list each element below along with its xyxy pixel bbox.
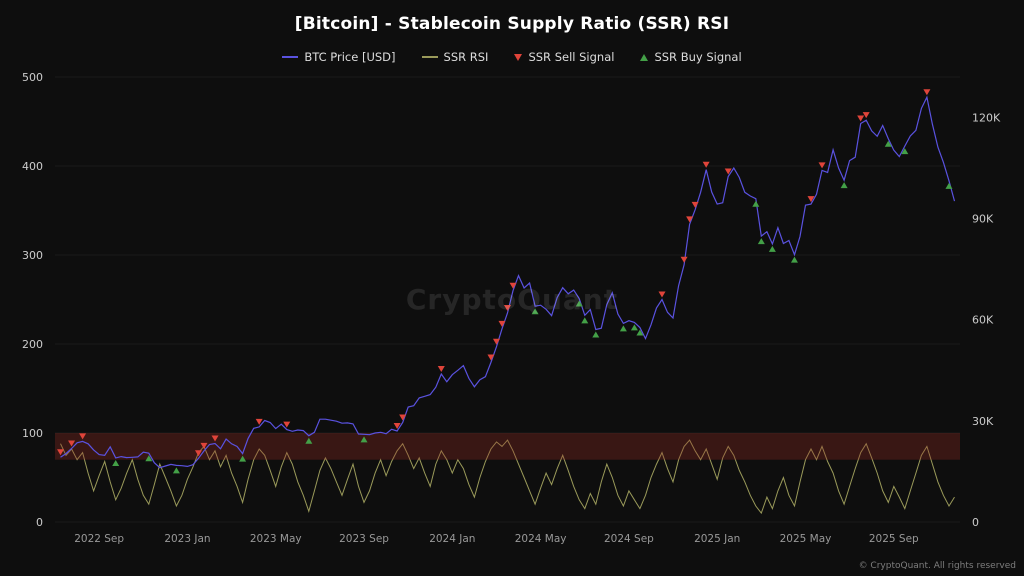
sell-signal-marker [200, 442, 208, 449]
btc-price-line-swatch [282, 56, 299, 58]
legend-item-ssr-rsi[interactable]: SSR RSI [421, 50, 489, 64]
right-axis-tick: 60K [972, 314, 994, 327]
ssr-rsi-line [60, 439, 955, 515]
x-axis-tick: 2024 May [515, 533, 567, 545]
right-axis-tick: 30K [972, 415, 994, 428]
buy-signal-marker [752, 200, 760, 207]
sell-signal-marker [399, 414, 407, 421]
buy-signal-marker [112, 459, 120, 466]
sell-signal-marker [509, 282, 517, 289]
x-axis-tick: 2025 Jan [694, 533, 740, 545]
sell-signal-marker [658, 291, 666, 298]
buy-signal-marker [145, 455, 153, 462]
sell-signal-marker [283, 421, 291, 428]
sell-signal-marker [255, 418, 263, 425]
sell-signal-marker [818, 162, 826, 169]
x-axis-tick: 2023 May [250, 533, 302, 545]
x-axis-tick: 2024 Jan [429, 533, 475, 545]
right-axis-tick: 90K [972, 213, 994, 226]
x-axis-tick: 2025 Sep [869, 533, 919, 545]
sell-signal-marker [79, 433, 87, 440]
buy-signal-marker [840, 182, 848, 189]
buy-signal-marker [581, 317, 589, 324]
sell-signal-marker [498, 320, 506, 327]
legend-item-sell-signal[interactable]: SSR Sell Signal [514, 50, 614, 64]
sell-signal-marker [504, 304, 511, 311]
sell-signal-marker [492, 338, 500, 345]
sell-signal-marker [487, 354, 495, 361]
legend-label: SSR Sell Signal [528, 50, 615, 64]
sell-signal-marker [807, 196, 815, 203]
x-axis-tick: 2023 Sep [339, 533, 389, 545]
x-axis-tick: 2023 Jan [164, 533, 210, 545]
sell-signal-marker [923, 89, 931, 96]
buy-signal-marker [757, 238, 765, 245]
buy-signal-marker [884, 140, 892, 147]
legend-item-buy-signal[interactable]: SSR Buy Signal [640, 50, 742, 64]
sell-signal-marker [702, 161, 710, 168]
x-axis-tick: 2025 May [780, 533, 832, 545]
sell-signal-marker [437, 366, 445, 373]
sell-signal-triangle-icon [514, 53, 523, 61]
buy-signal-marker [360, 436, 368, 443]
btc-price-line [60, 95, 956, 469]
left-axis-tick: 400 [22, 160, 43, 173]
copyright-notice: © CryptoQuant. All rights reserved [858, 561, 1016, 571]
x-axis-tick: 2024 Sep [604, 533, 654, 545]
right-axis-tick: 0 [972, 516, 979, 529]
sell-signal-marker [724, 168, 732, 175]
chart-legend: BTC Price [USD] SSR RSI SSR Sell Signal … [0, 50, 1024, 64]
buy-signal-marker [636, 329, 644, 336]
buy-signal-marker [945, 182, 953, 189]
left-axis-tick: 200 [22, 338, 43, 351]
sell-signal-marker [194, 450, 202, 457]
buy-signal-triangle-icon [640, 53, 649, 61]
sell-signal-marker [686, 216, 694, 223]
sell-signal-marker [68, 440, 76, 447]
sell-signal-marker [211, 435, 219, 442]
buy-signal-marker [305, 437, 313, 444]
x-axis-tick: 2022 Sep [74, 533, 124, 545]
legend-label: SSR RSI [443, 50, 489, 64]
legend-item-btc-price[interactable]: BTC Price [USD] [282, 50, 396, 64]
buy-signal-marker [592, 331, 600, 338]
left-axis-tick: 500 [22, 71, 43, 84]
left-axis-tick: 300 [22, 249, 43, 262]
sell-signal-marker [857, 115, 865, 122]
overbought-band [55, 433, 960, 460]
buy-signal-marker [619, 325, 627, 332]
right-axis-tick: 120K [972, 111, 1001, 124]
sell-signal-marker [393, 422, 401, 429]
page-title: [Bitcoin] - Stablecoin Supply Ratio (SSR… [294, 14, 730, 34]
ssr-rsi-line-swatch [421, 56, 438, 58]
buy-signal-marker [790, 256, 798, 263]
left-axis-tick: 100 [22, 427, 43, 440]
buy-signal-marker [172, 467, 180, 474]
buy-signal-marker [531, 308, 539, 315]
sell-signal-marker [691, 201, 699, 208]
legend-label: BTC Price [USD] [304, 50, 396, 64]
sell-signal-marker [862, 112, 870, 119]
sell-signal-marker [680, 256, 688, 263]
sell-signal-marker [57, 449, 65, 456]
left-axis-tick: 0 [36, 516, 43, 529]
buy-signal-marker [901, 148, 909, 155]
legend-label: SSR Buy Signal [654, 50, 742, 64]
buy-signal-marker [239, 455, 247, 462]
buy-signal-marker [768, 245, 776, 252]
buy-signal-marker [630, 324, 638, 331]
buy-signal-marker [575, 300, 583, 307]
